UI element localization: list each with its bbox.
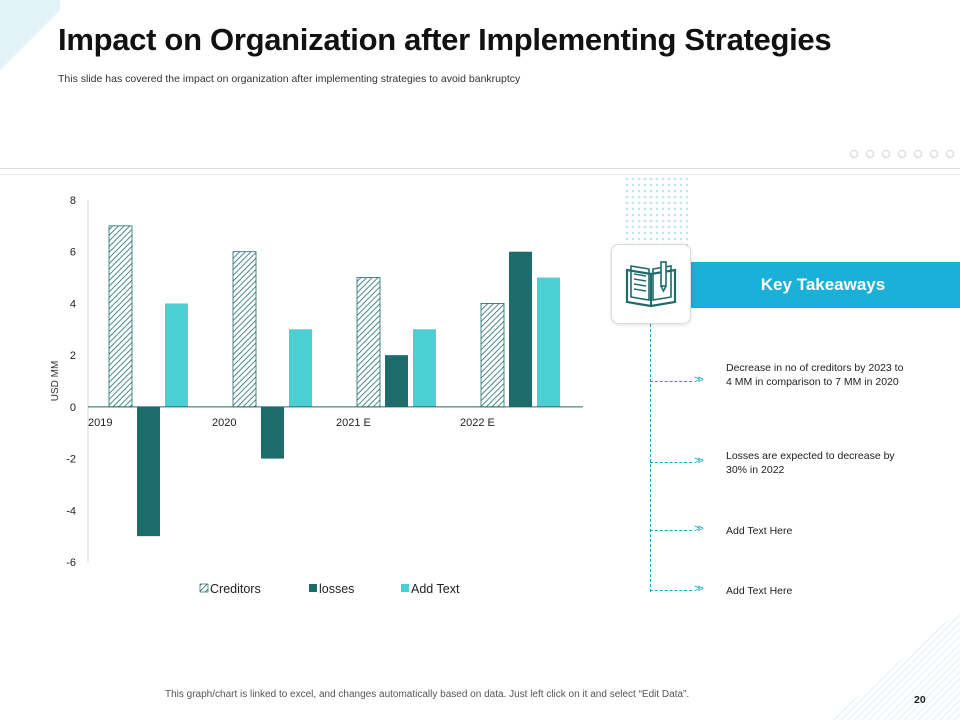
footer-note: This graph/chart is linked to excel, and… [165,689,690,700]
y-tick-labels: 8 6 4 2 0 -2 -4 -6 [66,195,76,569]
x-tick-label: 2021 E [336,417,371,429]
decorative-dots [850,150,954,158]
y-tick-label: 4 [70,298,76,310]
bar-losses-1 [261,406,284,459]
chart-legend: Creditors losses Add Text [199,582,460,596]
y-tick-label: 8 [70,195,76,207]
corner-decoration [830,610,960,720]
y-tick-label: 0 [70,402,76,414]
double-chevron-icon: >> [694,583,704,595]
bar-creditors-3 [480,303,505,408]
dot-icon [882,150,890,158]
takeaway-text: Add Text Here [726,525,793,537]
bar-add-text-3 [537,277,560,407]
double-chevron-icon: >> [694,374,704,386]
legend-swatch [401,584,409,592]
x-tick-label: 2019 [88,417,112,429]
bar-creditors-0 [108,225,133,408]
bar-losses-2 [385,355,408,407]
x-tick-labels: 2019 2020 2021 E 2022 E [88,417,495,429]
page-subtitle: This slide has covered the impact on org… [58,73,521,85]
bar-series [108,225,560,537]
takeaway-text: Decrease in no of creditors by 2023 to 4… [726,362,904,388]
y-axis-title: USD MM [50,361,61,402]
y-tick-label: -2 [66,454,76,466]
bar-creditors-1 [232,251,257,408]
bar-losses-3 [509,251,532,407]
y-tick-label: 6 [70,247,76,259]
takeaway-text: Add Text Here [726,585,793,597]
bar-losses-0 [137,406,160,537]
legend-label: Creditors [210,582,261,596]
x-tick-label: 2022 E [460,417,495,429]
takeaways-connector-line [650,324,651,592]
dashed-connector [650,590,692,591]
book-icon-box [611,244,691,324]
corner-decoration [0,0,60,80]
bar-creditors-2 [356,277,381,408]
x-tick-label: 2020 [212,417,236,429]
key-takeaways-heading: Key Takeaways [760,275,886,294]
double-chevron-icon: >> [694,523,704,535]
bar-add-text-0 [165,303,188,407]
open-book-icon [625,261,677,308]
y-tick-label: -4 [66,505,76,517]
header-divider [0,168,960,175]
dashed-connector [650,462,692,463]
dot-icon [914,150,922,158]
double-chevron-icon: >> [694,455,704,467]
dot-icon [866,150,874,158]
dashed-connector [650,530,692,531]
dashed-connector [650,381,692,382]
y-tick-label: -6 [66,557,76,569]
bar-add-text-1 [289,329,312,407]
y-tick-label: 2 [70,350,76,362]
takeaway-text: Losses are expected to decrease by 30% i… [726,450,895,476]
dot-icon [946,150,954,158]
dot-icon [898,150,906,158]
bar-add-text-2 [413,329,436,407]
legend-label: losses [319,582,354,596]
dot-icon [930,150,938,158]
page-number: 20 [914,694,926,706]
legend-label: Add Text [411,582,460,596]
dot-icon [850,150,858,158]
legend-swatch [309,584,317,592]
page-title: Impact on Organization after Implementin… [58,22,832,57]
key-takeaways-banner: Key Takeaways [686,262,960,308]
legend-swatch [199,583,209,593]
